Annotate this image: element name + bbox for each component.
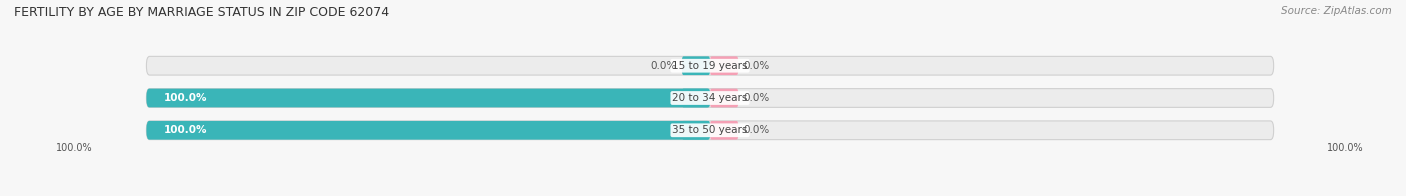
Text: Source: ZipAtlas.com: Source: ZipAtlas.com (1281, 6, 1392, 16)
FancyBboxPatch shape (710, 121, 738, 140)
Text: 0.0%: 0.0% (744, 93, 770, 103)
FancyBboxPatch shape (710, 56, 738, 75)
Text: 0.0%: 0.0% (650, 61, 676, 71)
Text: 0.0%: 0.0% (744, 125, 770, 135)
FancyBboxPatch shape (146, 89, 1274, 107)
FancyBboxPatch shape (146, 89, 710, 107)
Text: 35 to 50 years: 35 to 50 years (672, 125, 748, 135)
Text: 20 to 34 years: 20 to 34 years (672, 93, 748, 103)
FancyBboxPatch shape (146, 56, 1274, 75)
Text: FERTILITY BY AGE BY MARRIAGE STATUS IN ZIP CODE 62074: FERTILITY BY AGE BY MARRIAGE STATUS IN Z… (14, 6, 389, 19)
Text: 100.0%: 100.0% (56, 143, 93, 153)
Text: 100.0%: 100.0% (163, 93, 207, 103)
Text: 0.0%: 0.0% (744, 61, 770, 71)
Text: 100.0%: 100.0% (1327, 143, 1364, 153)
FancyBboxPatch shape (682, 56, 710, 75)
FancyBboxPatch shape (710, 89, 738, 107)
FancyBboxPatch shape (682, 89, 710, 107)
FancyBboxPatch shape (682, 121, 710, 140)
FancyBboxPatch shape (146, 121, 710, 140)
Text: 15 to 19 years: 15 to 19 years (672, 61, 748, 71)
Text: 100.0%: 100.0% (163, 125, 207, 135)
FancyBboxPatch shape (146, 121, 1274, 140)
